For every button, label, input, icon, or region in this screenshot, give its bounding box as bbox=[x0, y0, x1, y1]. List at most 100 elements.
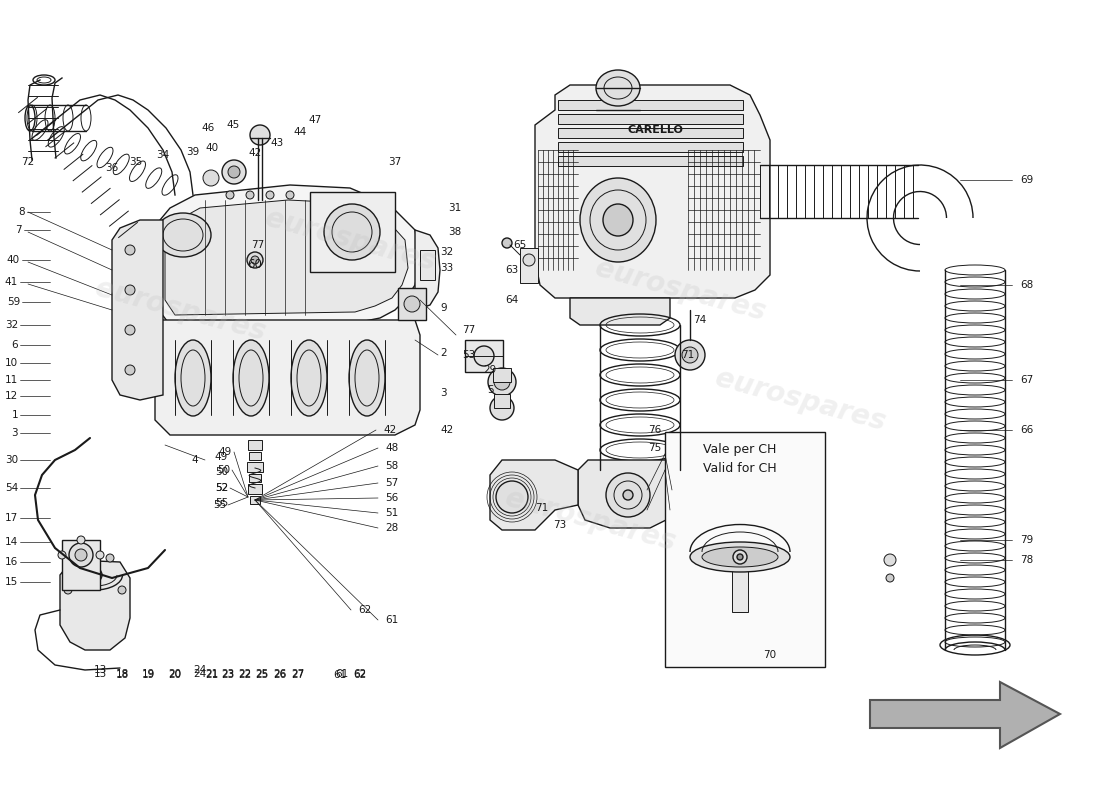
Text: 78: 78 bbox=[1020, 555, 1033, 565]
Circle shape bbox=[733, 550, 747, 564]
Text: 6: 6 bbox=[11, 340, 18, 350]
Text: 53: 53 bbox=[462, 350, 475, 360]
Polygon shape bbox=[60, 560, 130, 650]
Text: 42: 42 bbox=[384, 425, 397, 435]
Text: 18: 18 bbox=[116, 669, 129, 679]
Circle shape bbox=[737, 554, 742, 560]
Text: 1: 1 bbox=[11, 410, 18, 420]
Text: 13: 13 bbox=[94, 669, 107, 679]
Text: 30: 30 bbox=[4, 455, 18, 465]
Circle shape bbox=[251, 256, 258, 264]
Circle shape bbox=[494, 374, 510, 390]
Text: 55: 55 bbox=[214, 498, 228, 508]
Text: 40: 40 bbox=[206, 143, 219, 153]
Bar bbox=[420, 250, 434, 280]
Polygon shape bbox=[535, 85, 770, 298]
Text: 62: 62 bbox=[359, 605, 372, 615]
Text: 70: 70 bbox=[763, 650, 777, 660]
Text: 8: 8 bbox=[19, 207, 25, 217]
Text: 34: 34 bbox=[156, 150, 169, 160]
Circle shape bbox=[886, 574, 894, 582]
Text: 45: 45 bbox=[227, 120, 240, 130]
Circle shape bbox=[125, 365, 135, 375]
Text: 67: 67 bbox=[1020, 375, 1033, 385]
Circle shape bbox=[266, 191, 274, 199]
Bar bbox=[558, 142, 743, 152]
Text: 69: 69 bbox=[1020, 175, 1033, 185]
Text: 61: 61 bbox=[333, 670, 346, 680]
Text: 56: 56 bbox=[385, 493, 398, 503]
Text: 9: 9 bbox=[440, 303, 447, 313]
Text: 3: 3 bbox=[440, 388, 447, 398]
Circle shape bbox=[682, 347, 698, 363]
Text: 38: 38 bbox=[448, 227, 461, 237]
Bar bbox=[62, 540, 100, 590]
Text: 46: 46 bbox=[201, 123, 214, 133]
Text: 35: 35 bbox=[130, 157, 143, 167]
Polygon shape bbox=[570, 298, 670, 325]
Text: 49: 49 bbox=[214, 452, 228, 462]
Circle shape bbox=[250, 125, 270, 145]
Circle shape bbox=[474, 346, 494, 366]
Text: 26: 26 bbox=[274, 669, 287, 679]
Text: 2: 2 bbox=[440, 348, 447, 358]
Ellipse shape bbox=[155, 213, 211, 257]
Text: 29: 29 bbox=[483, 365, 496, 375]
Ellipse shape bbox=[175, 340, 211, 416]
Text: 64: 64 bbox=[505, 295, 518, 305]
Polygon shape bbox=[870, 682, 1060, 748]
Ellipse shape bbox=[690, 542, 790, 572]
Text: 37: 37 bbox=[388, 157, 401, 167]
Text: 5: 5 bbox=[486, 385, 493, 395]
Ellipse shape bbox=[580, 178, 656, 262]
Text: 55: 55 bbox=[212, 500, 226, 510]
Text: 3: 3 bbox=[11, 428, 18, 438]
Ellipse shape bbox=[292, 340, 327, 416]
Circle shape bbox=[77, 536, 85, 544]
Circle shape bbox=[88, 568, 102, 582]
Circle shape bbox=[125, 325, 135, 335]
Circle shape bbox=[286, 191, 294, 199]
Text: 71: 71 bbox=[681, 350, 694, 360]
Circle shape bbox=[248, 252, 263, 268]
Text: 49: 49 bbox=[219, 447, 232, 457]
Text: 72: 72 bbox=[21, 157, 34, 167]
Text: 22: 22 bbox=[239, 670, 252, 680]
Bar bbox=[248, 440, 262, 450]
Circle shape bbox=[222, 160, 246, 184]
Text: 7: 7 bbox=[15, 225, 22, 235]
Text: 33: 33 bbox=[440, 263, 453, 273]
Circle shape bbox=[125, 285, 135, 295]
Text: 21: 21 bbox=[206, 669, 219, 679]
Text: eurospares: eurospares bbox=[502, 484, 679, 556]
Text: 74: 74 bbox=[693, 315, 706, 325]
Text: 26: 26 bbox=[274, 670, 287, 680]
Bar bbox=[494, 394, 510, 408]
Polygon shape bbox=[415, 230, 440, 310]
Text: 77: 77 bbox=[462, 325, 475, 335]
Text: Valid for CH: Valid for CH bbox=[703, 462, 777, 474]
Text: 61: 61 bbox=[385, 615, 398, 625]
Bar bbox=[493, 368, 512, 382]
Text: 44: 44 bbox=[294, 127, 307, 137]
Text: 25: 25 bbox=[255, 670, 268, 680]
Ellipse shape bbox=[349, 340, 385, 416]
Circle shape bbox=[324, 204, 380, 260]
Polygon shape bbox=[490, 460, 578, 530]
Circle shape bbox=[118, 586, 127, 594]
Text: 50: 50 bbox=[214, 467, 228, 477]
Polygon shape bbox=[112, 220, 163, 400]
Text: 12: 12 bbox=[4, 391, 18, 401]
Bar bbox=[520, 248, 538, 283]
Text: 20: 20 bbox=[168, 669, 182, 679]
Text: 19: 19 bbox=[142, 670, 155, 680]
Text: 59: 59 bbox=[7, 297, 20, 307]
Text: 17: 17 bbox=[4, 513, 18, 523]
Text: 47: 47 bbox=[308, 115, 321, 125]
Text: 19: 19 bbox=[142, 669, 155, 679]
Bar bbox=[732, 562, 748, 612]
Text: 54: 54 bbox=[4, 483, 18, 493]
Bar bbox=[465, 340, 503, 372]
Text: 40: 40 bbox=[7, 255, 20, 265]
Text: eurospares: eurospares bbox=[592, 254, 769, 326]
